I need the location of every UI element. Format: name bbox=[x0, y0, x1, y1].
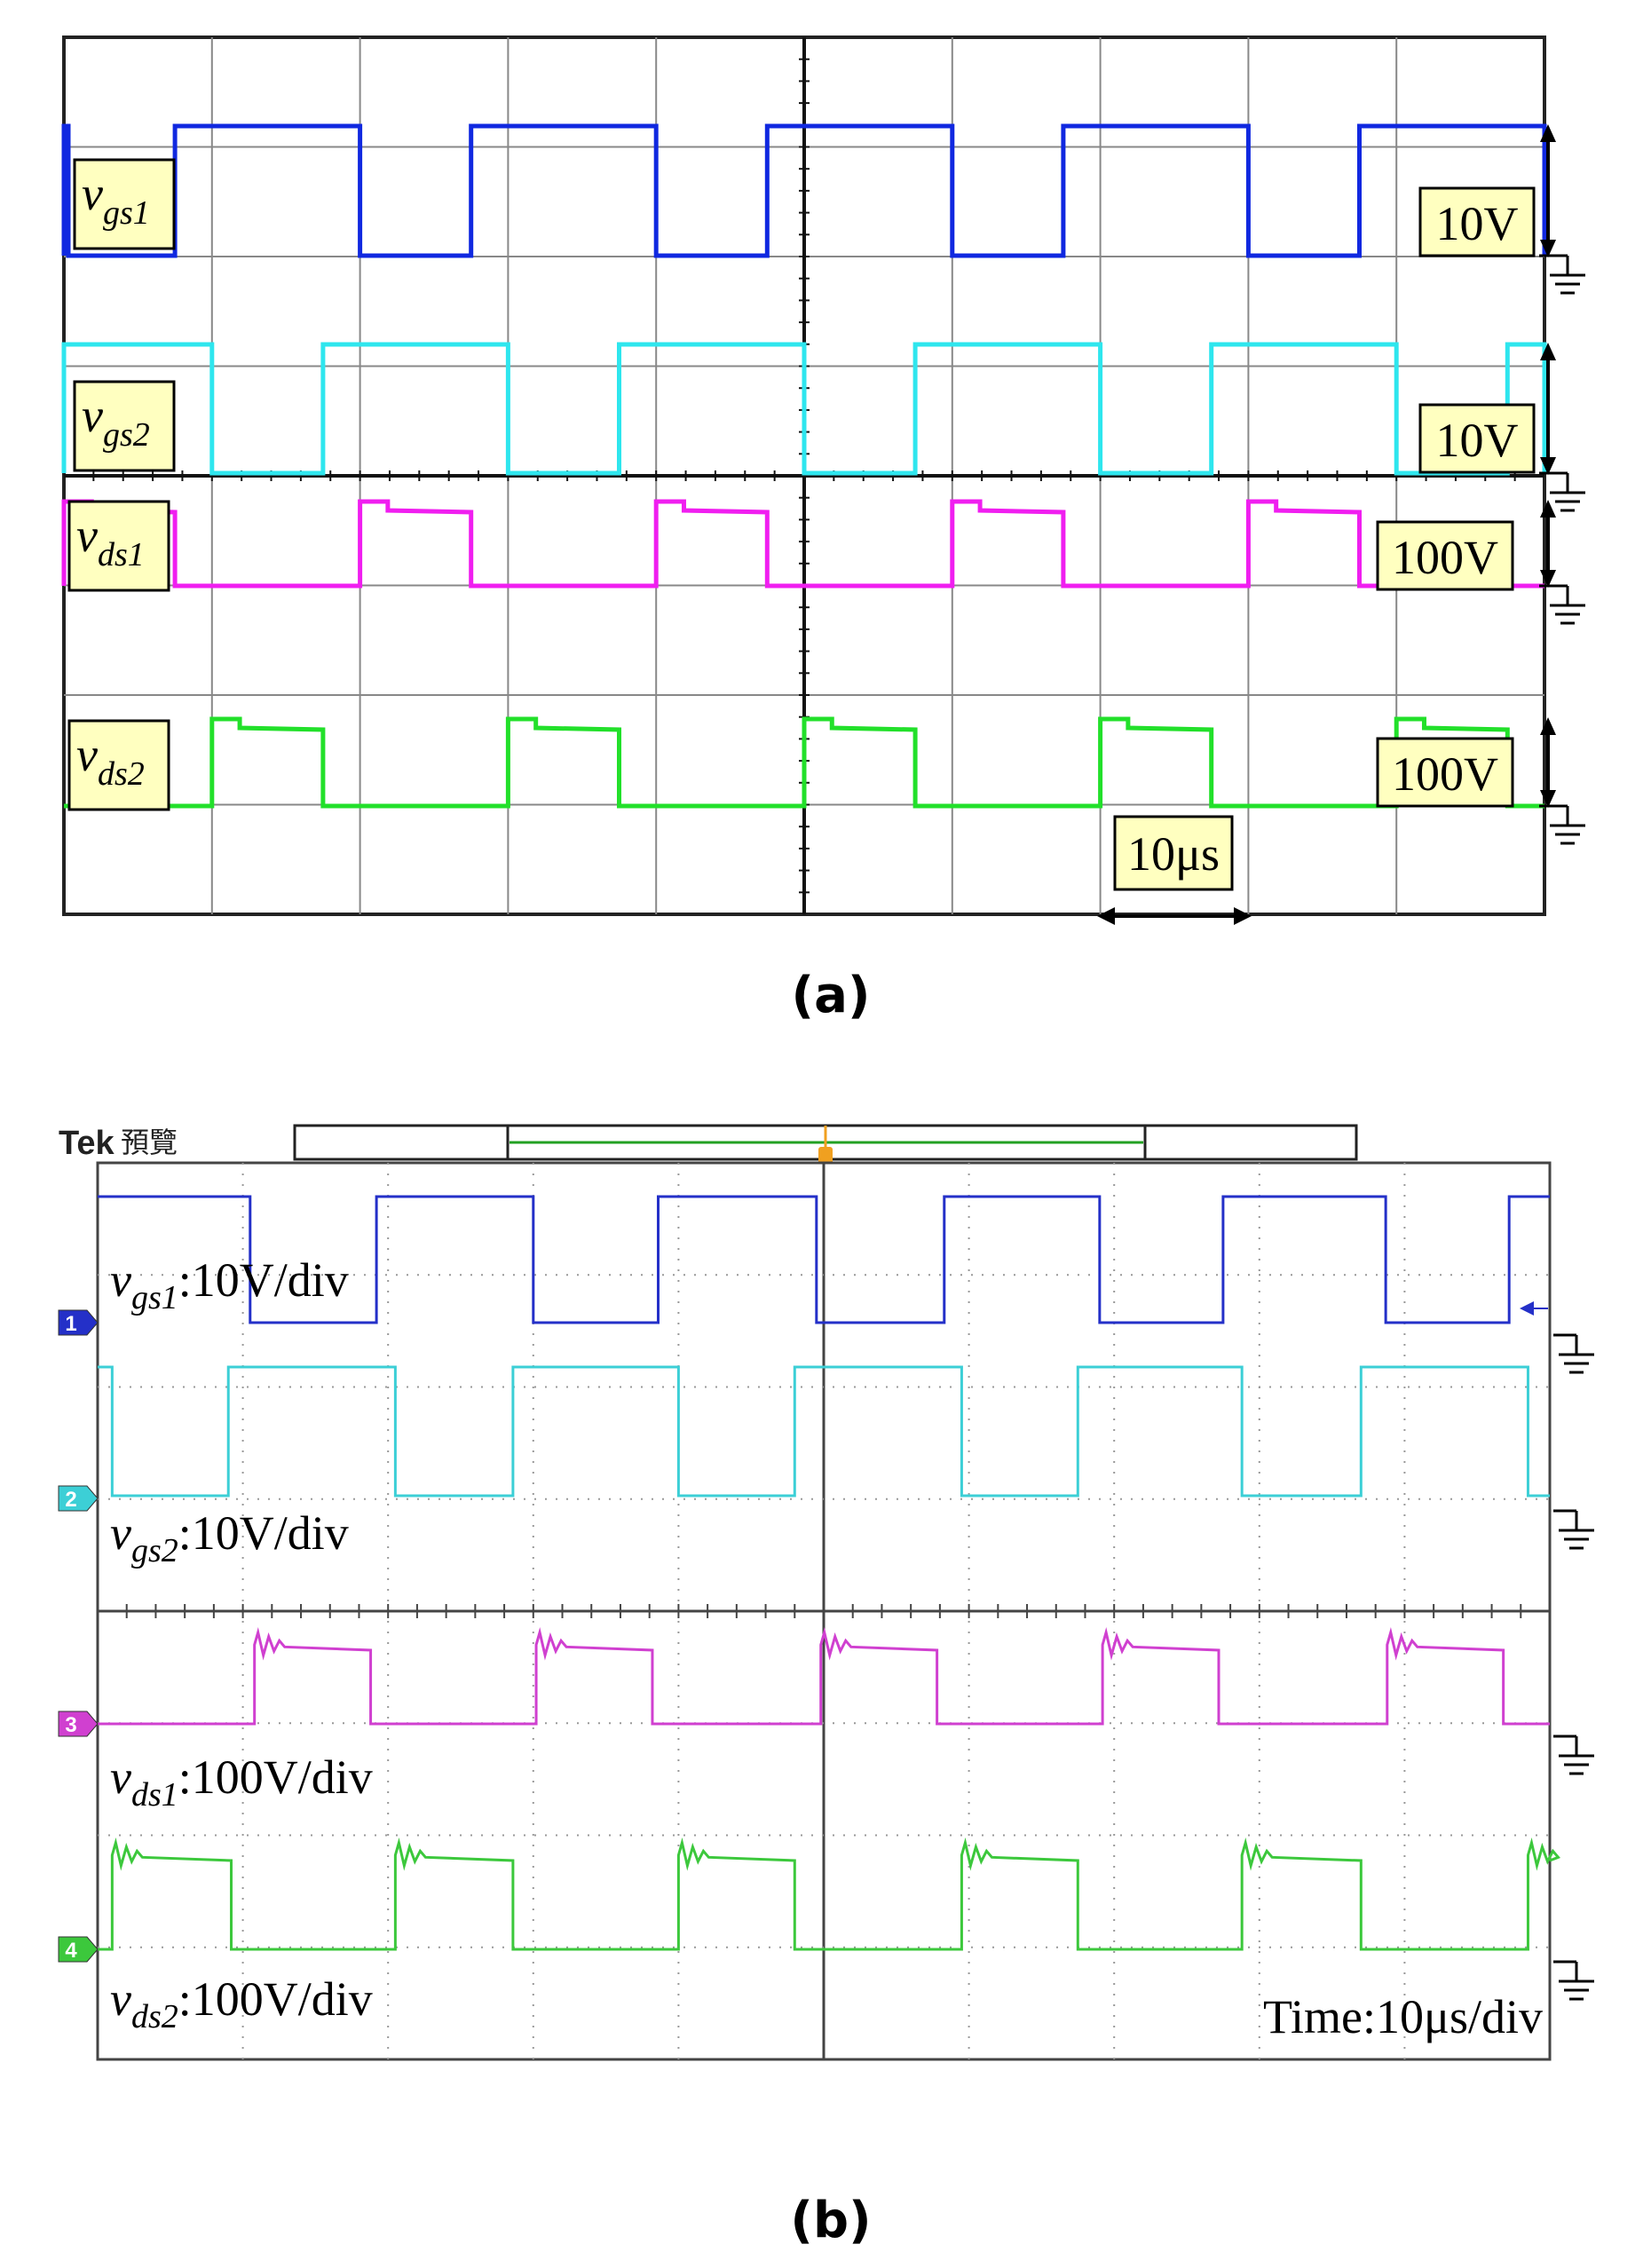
channel-marker-4 bbox=[58, 1936, 99, 1963]
panel-a-waveforms bbox=[61, 123, 1547, 809]
waveform-vds1 bbox=[61, 499, 1544, 589]
scale-label-vgs1: 10V bbox=[1436, 197, 1519, 250]
scale-box-vgs1 bbox=[1418, 186, 1536, 257]
label-b-sub-vds1: ds1 bbox=[131, 1776, 178, 1814]
waveform-vds2 bbox=[64, 716, 1544, 809]
label-b-scale-vgs2: :10V/div bbox=[178, 1506, 349, 1560]
time-scale-arrowhead-left bbox=[1097, 907, 1115, 925]
label-box-vgs1 bbox=[73, 158, 176, 250]
time-scale-marker: 10μs bbox=[1097, 815, 1252, 925]
time-per-div-label: Time:10μs/div bbox=[1263, 1990, 1543, 2043]
label-b-scale-vgs1: :10V/div bbox=[178, 1253, 349, 1307]
tek-brand: Tek bbox=[59, 1125, 115, 1162]
amplitude-arrowhead-top-vgs1 bbox=[1540, 124, 1556, 142]
channel-marker-2 bbox=[58, 1485, 99, 1512]
channel-marker-3 bbox=[58, 1711, 99, 1737]
scale-box-vds1 bbox=[1376, 520, 1514, 591]
time-scale-label: 10μs bbox=[1127, 827, 1220, 881]
panel-b-scope: Tek 預覽 1vgs1:10V/div2vgs2:10V/div3vds1:1… bbox=[58, 1124, 1594, 2249]
panel-b-ground-markers bbox=[1520, 1301, 1594, 2001]
amplitude-arrowhead-top-vgs2 bbox=[1540, 343, 1556, 360]
waveform-b-vds2 bbox=[98, 1837, 1560, 1951]
time-scale-arrowhead-right bbox=[1234, 907, 1252, 925]
waveform-b-vgs1 bbox=[98, 1195, 1550, 1324]
label-box-vds1 bbox=[67, 500, 170, 592]
label-box-vgs2 bbox=[73, 380, 176, 472]
amplitude-arrowhead-bottom-vds1 bbox=[1540, 570, 1556, 588]
waveform-b-vgs2 bbox=[98, 1365, 1550, 1498]
scale-box-vds2 bbox=[1376, 737, 1514, 808]
channel-number-4: 4 bbox=[65, 1939, 77, 1963]
amplitude-arrowhead-top-vds1 bbox=[1540, 500, 1556, 518]
scale-label-vgs2: 10V bbox=[1436, 414, 1519, 467]
label-b-sub-vgs2: gs2 bbox=[131, 1532, 178, 1569]
amplitude-arrowhead-bottom-vgs1 bbox=[1540, 240, 1556, 257]
level-arrow-ch1 bbox=[1520, 1301, 1534, 1316]
panel-a-caption: (a) bbox=[792, 967, 871, 1024]
label-sub-vds1: ds1 bbox=[98, 536, 145, 573]
label-b-scale-vds2: :100V/div bbox=[178, 1972, 373, 2026]
label-b-scale-vds1: :100V/div bbox=[178, 1750, 373, 1804]
scale-label-vds1: 100V bbox=[1392, 531, 1498, 584]
tek-mode: 預覽 bbox=[121, 1126, 178, 1159]
label-b-sub-vds2: ds2 bbox=[131, 1998, 178, 2035]
panel-a-ground-markers bbox=[1539, 124, 1585, 845]
label-sub-vds2: ds2 bbox=[98, 755, 145, 793]
amplitude-arrowhead-top-vds2 bbox=[1540, 717, 1556, 735]
label-b-sub-vgs1: gs1 bbox=[131, 1279, 178, 1316]
label-sub-vgs2: gs2 bbox=[103, 416, 150, 454]
label-sub-vgs1: gs1 bbox=[103, 194, 150, 232]
channel-number-2: 2 bbox=[65, 1488, 76, 1512]
label-box-vds2 bbox=[67, 719, 170, 811]
amplitude-arrowhead-bottom-vgs2 bbox=[1540, 457, 1556, 475]
waveform-vgs1 bbox=[61, 123, 1547, 258]
panel-b-waveforms bbox=[98, 1195, 1560, 1951]
waveform-b-vds1 bbox=[98, 1627, 1550, 1726]
scale-box-vgs2 bbox=[1418, 403, 1536, 474]
waveform-vgs2 bbox=[61, 342, 1547, 476]
time-scale-box bbox=[1113, 815, 1234, 891]
channel-marker-1 bbox=[58, 1309, 99, 1336]
panel-b-caption: (b) bbox=[790, 2192, 871, 2249]
scale-label-vds2: 100V bbox=[1392, 747, 1498, 801]
amplitude-arrowhead-bottom-vds2 bbox=[1540, 790, 1556, 808]
channel-number-1: 1 bbox=[65, 1312, 76, 1336]
channel-number-3: 3 bbox=[65, 1713, 76, 1737]
